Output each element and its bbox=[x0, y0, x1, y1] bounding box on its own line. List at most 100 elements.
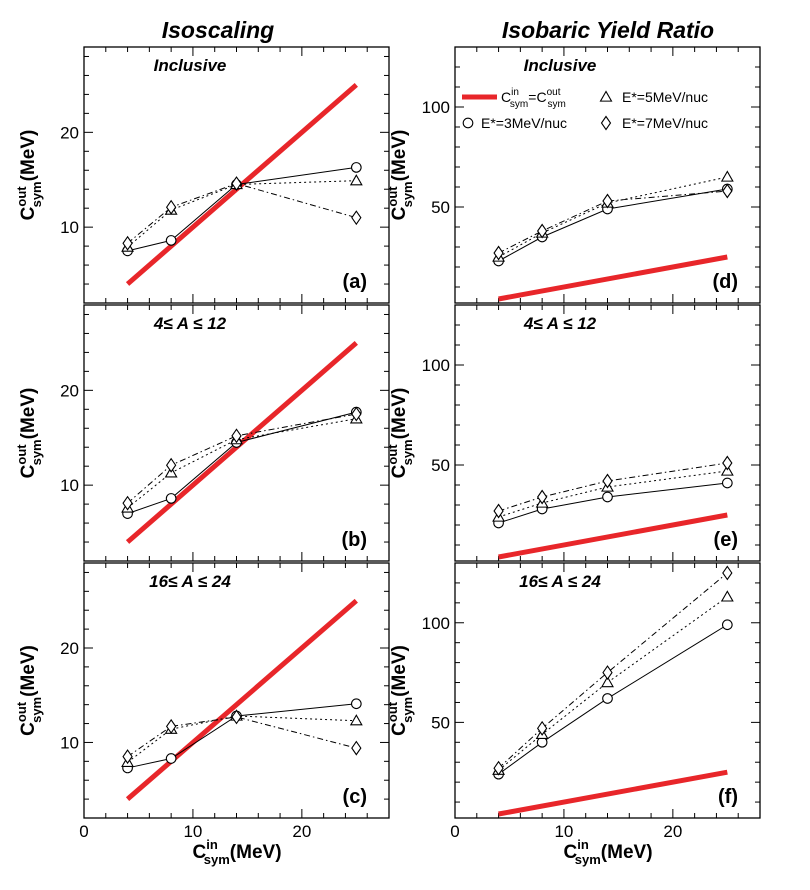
data-point-triangle bbox=[349, 714, 363, 726]
y-axis-label: Coutsym(MeV) bbox=[14, 645, 44, 736]
panel-b: 10 20 Coutsym(MeV) 4≤ A ≤ 12 (b) bbox=[14, 304, 390, 562]
data-point-diamond bbox=[722, 565, 733, 581]
legend-label: E*=3MeV/nuc bbox=[481, 115, 567, 131]
series-line-triangle bbox=[498, 596, 728, 771]
y-tick-label: 10 bbox=[60, 476, 79, 495]
legend-marker-triangle bbox=[599, 90, 613, 102]
data-point-diamond bbox=[536, 489, 548, 505]
data-point-circle bbox=[721, 477, 733, 489]
reference-line bbox=[125, 83, 358, 286]
y-axis-label: Coutsym(MeV) bbox=[14, 388, 44, 479]
panel-e: 50 100 Coutsym(MeV) 4≤ A ≤ 12 (e) bbox=[385, 304, 761, 562]
panel-title: 4≤ A ≤ 12 bbox=[523, 314, 597, 333]
data-point-circle bbox=[165, 753, 177, 764]
series-line-diamond bbox=[498, 190, 728, 254]
reference-line bbox=[498, 769, 728, 817]
y-axis-label: Coutsym(MeV) bbox=[385, 645, 415, 736]
x-tick-label: 20 bbox=[292, 822, 311, 841]
panels: 10 20 Coutsym(MeV) Inclusive (a) 10 20 Coutsym(… bbox=[14, 46, 761, 867]
data-point-diamond bbox=[493, 503, 504, 519]
series-line-diamond bbox=[498, 462, 728, 512]
y-tick-label: 20 bbox=[60, 123, 79, 142]
series-line-triangle bbox=[127, 418, 357, 509]
data-point-diamond bbox=[602, 473, 613, 489]
data-point-diamond bbox=[122, 495, 133, 511]
data-point-triangle bbox=[720, 590, 734, 602]
reference-line bbox=[498, 512, 728, 560]
data-point-circle bbox=[165, 235, 177, 246]
panel-label: (f) bbox=[718, 786, 738, 808]
y-axis-label: Coutsym(MeV) bbox=[385, 388, 415, 479]
y-tick-label: 100 bbox=[422, 614, 450, 633]
data-point-diamond bbox=[493, 760, 504, 776]
series-line-triangle bbox=[498, 470, 728, 518]
panel-f: 0 10 20 50 100 Coutsym(MeV) 16≤ A ≤ 24 (f) bbox=[385, 562, 761, 841]
x-axis-label: Cin sym(MeV) bbox=[563, 837, 652, 867]
panel-title: Inclusive bbox=[524, 56, 597, 75]
panel-title: Inclusive bbox=[154, 56, 227, 75]
data-point-circle bbox=[350, 162, 362, 173]
x-tick-label: 0 bbox=[79, 822, 88, 841]
data-point-triangle bbox=[349, 174, 363, 186]
reference-line bbox=[125, 598, 358, 801]
data-point-diamond bbox=[536, 223, 548, 239]
data-point-circle bbox=[602, 491, 613, 503]
data-point-diamond bbox=[493, 245, 504, 261]
data-point-diamond bbox=[122, 749, 133, 765]
panel-label: (b) bbox=[341, 529, 367, 551]
legend-label: E*=5MeV/nuc bbox=[622, 89, 708, 105]
y-tick-label: 100 bbox=[422, 356, 450, 375]
panel-a: 10 20 Coutsym(MeV) Inclusive (a) bbox=[14, 46, 390, 304]
data-point-circle bbox=[721, 619, 733, 631]
data-point-diamond bbox=[165, 457, 177, 473]
y-tick-label: 50 bbox=[431, 198, 450, 217]
data-point-circle bbox=[350, 698, 362, 710]
data-point-diamond bbox=[231, 428, 242, 444]
data-point-diamond bbox=[602, 665, 613, 681]
panel-frame bbox=[83, 46, 390, 304]
legend: Cin sym=Cout sym E*=3MeV/nuc E*=5MeV/nuc E*=7… bbox=[462, 87, 708, 131]
data-point-diamond bbox=[351, 740, 362, 756]
x-tick-label: 20 bbox=[663, 822, 682, 841]
data-point-diamond bbox=[165, 199, 177, 215]
series-line-diamond bbox=[127, 716, 357, 758]
data-point-diamond bbox=[602, 193, 613, 209]
series-line-circle bbox=[498, 482, 728, 524]
legend-label: E*=7MeV/nuc bbox=[622, 115, 708, 131]
legend-marker-circle bbox=[462, 117, 474, 129]
y-tick-label: 100 bbox=[422, 98, 450, 117]
data-point-diamond bbox=[351, 210, 362, 226]
x-tick-label: 10 bbox=[183, 822, 202, 841]
y-tick-label: 20 bbox=[60, 381, 79, 400]
reference-line bbox=[125, 341, 358, 544]
legend-marker-diamond bbox=[600, 115, 612, 131]
panel-label: (c) bbox=[343, 786, 367, 808]
y-axis-label: Coutsym(MeV) bbox=[385, 130, 415, 221]
series-line-diamond bbox=[498, 572, 728, 769]
series-line-circle bbox=[498, 624, 728, 775]
series-line-circle bbox=[498, 188, 728, 262]
data-point-diamond bbox=[536, 720, 548, 736]
y-axis-label: Coutsym(MeV) bbox=[14, 130, 44, 221]
data-point-diamond bbox=[231, 709, 242, 725]
y-tick-label: 10 bbox=[60, 733, 79, 752]
panel-c: 0 10 20 10 20 Coutsym(MeV) 16≤ A ≤ 24 (c) bbox=[14, 562, 390, 841]
series-line-circle bbox=[127, 166, 357, 252]
y-tick-label: 50 bbox=[431, 713, 450, 732]
column-title-isoscaling: Isoscaling bbox=[162, 17, 274, 43]
data-point-triangle bbox=[601, 675, 614, 688]
panel-label: (d) bbox=[712, 271, 738, 293]
series-line-circle bbox=[127, 703, 357, 769]
panel-label: (a) bbox=[343, 271, 367, 293]
series-line-triangle bbox=[498, 176, 728, 258]
panel-frame bbox=[83, 562, 390, 819]
panel-title: 16≤ A ≤ 24 bbox=[149, 572, 231, 591]
data-point-circle bbox=[165, 493, 177, 504]
x-tick-label: 0 bbox=[450, 822, 459, 841]
x-tick-label: 10 bbox=[554, 822, 573, 841]
panel-d: 50 100 Coutsym(MeV) Inclusive (d) bbox=[385, 46, 761, 304]
data-point-diamond bbox=[122, 235, 133, 251]
data-point-diamond bbox=[231, 176, 242, 191]
series-line-diamond bbox=[127, 183, 357, 244]
